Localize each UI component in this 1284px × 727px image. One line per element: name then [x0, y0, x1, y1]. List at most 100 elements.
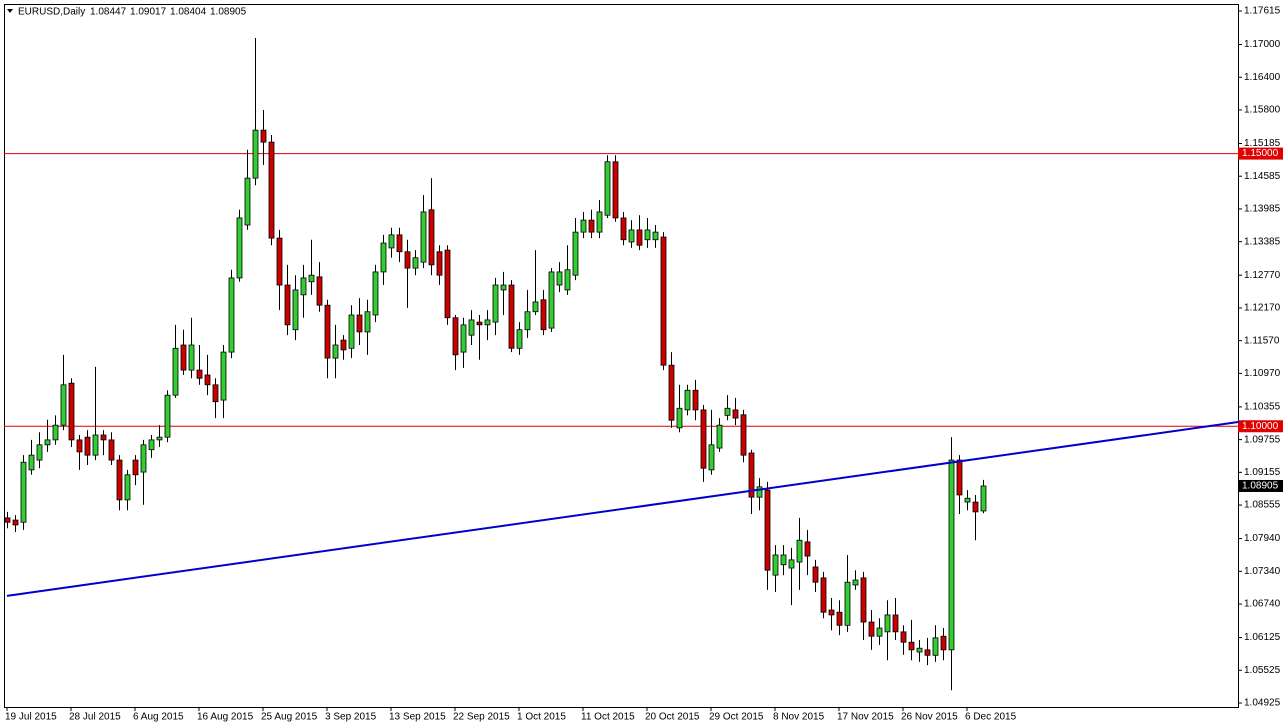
candle-body	[108, 439, 115, 461]
candle-body	[692, 389, 699, 411]
candle-body	[308, 274, 315, 283]
candle-body	[124, 474, 131, 501]
y-tick-label: 1.12170	[1244, 303, 1281, 314]
candle-body	[828, 609, 835, 616]
price-tag	[1238, 420, 1283, 433]
candle-body	[156, 436, 163, 441]
candle-body	[588, 219, 595, 233]
candle-body	[668, 364, 675, 421]
header-open: 1.08447	[90, 7, 127, 18]
y-tick-label: 1.09155	[1244, 467, 1281, 478]
candle-body	[372, 271, 379, 316]
candle-body	[636, 229, 643, 246]
candle-body	[268, 141, 275, 239]
candle-body	[612, 161, 619, 219]
menu-arrow[interactable]	[7, 9, 13, 13]
x-tick-label: 6 Aug 2015	[133, 712, 184, 723]
plot-frame	[4, 4, 1239, 708]
candle-body	[180, 344, 187, 371]
y-tick-label: 1.11570	[1244, 335, 1280, 346]
candle-body	[508, 284, 515, 349]
candle-body	[396, 234, 403, 253]
y-tick-label: 1.08555	[1244, 500, 1281, 511]
candle-body	[260, 129, 267, 143]
trendline	[6, 420, 1240, 597]
candle-body	[764, 489, 771, 571]
y-tick-label: 1.12770	[1244, 270, 1281, 281]
x-tick-label: 8 Nov 2015	[773, 712, 825, 723]
candle-body	[812, 566, 819, 583]
candle-body	[868, 621, 875, 637]
current-price-label: 1.08905	[1242, 481, 1279, 492]
y-tick-label: 1.07940	[1244, 533, 1281, 544]
x-tick-label: 20 Oct 2015	[645, 712, 700, 723]
candle-body	[820, 577, 827, 613]
candle-body	[796, 539, 803, 563]
candle-body	[484, 319, 491, 326]
candle-body	[188, 344, 195, 371]
candle-body	[932, 637, 939, 656]
x-tick-label: 11 Oct 2015	[581, 712, 635, 723]
candle-body	[964, 497, 971, 503]
candle-body	[44, 439, 51, 446]
candle-body	[388, 234, 395, 249]
candle-body	[756, 486, 763, 498]
x-tick-label: 19 Jul 2015	[5, 712, 57, 723]
candle-body	[892, 614, 899, 633]
y-tick-label: 1.14585	[1244, 171, 1281, 182]
candle-body	[556, 271, 563, 286]
candle-body	[436, 251, 443, 276]
candle-body	[204, 374, 211, 386]
candle-body	[76, 439, 83, 453]
candle-body	[708, 444, 715, 471]
header-high: 1.09017	[130, 7, 167, 18]
candle-body	[252, 129, 259, 179]
candle-body	[300, 277, 307, 296]
candle-body	[916, 647, 923, 653]
candle-body	[620, 217, 627, 241]
candle-body	[196, 369, 203, 379]
candle-body	[244, 177, 251, 226]
price-tag	[1238, 147, 1283, 160]
candle-body	[84, 436, 91, 456]
candle-body	[284, 284, 291, 326]
candle-body	[492, 284, 499, 323]
candle-body	[356, 314, 363, 333]
candle-body	[940, 635, 947, 651]
y-tick-label: 1.09755	[1244, 434, 1281, 445]
candle-body	[564, 269, 571, 291]
candle-body	[572, 231, 579, 276]
candle-body	[500, 284, 507, 291]
candle-body	[100, 434, 107, 441]
y-tick-label: 1.17000	[1244, 39, 1281, 50]
candle-body	[460, 324, 467, 353]
candle-body	[52, 424, 59, 441]
candle-body	[972, 501, 979, 513]
candle-body	[276, 237, 283, 286]
candle-body	[412, 257, 419, 269]
candle-body	[644, 229, 651, 241]
candle-body	[20, 461, 27, 523]
candle-body	[516, 329, 523, 349]
candle-body	[4, 517, 11, 523]
candle-body	[140, 444, 147, 473]
x-tick-label: 25 Aug 2015	[261, 712, 318, 723]
candle-body	[324, 304, 331, 359]
candle-body	[924, 649, 931, 656]
candle-body	[316, 276, 323, 306]
candle-body	[748, 452, 755, 498]
y-tick-label: 1.06125	[1244, 632, 1281, 643]
candle-body	[172, 347, 179, 396]
candle-body	[540, 299, 547, 331]
candle-body	[628, 229, 635, 243]
y-tick-label: 1.04925	[1244, 698, 1281, 709]
y-tick-label: 1.16400	[1244, 72, 1281, 83]
x-tick-label: 13 Sep 2015	[389, 712, 446, 723]
candle-body	[116, 459, 123, 501]
candle-body	[524, 311, 531, 331]
candle-body	[908, 641, 915, 651]
candle-body	[780, 554, 787, 566]
candle-body	[380, 242, 387, 273]
candle-body	[452, 317, 459, 356]
